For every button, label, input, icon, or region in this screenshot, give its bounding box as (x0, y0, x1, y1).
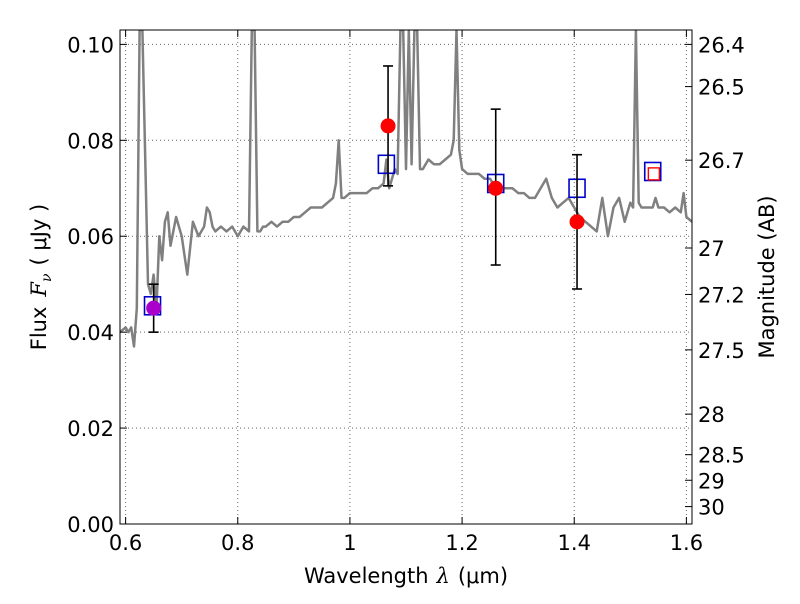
plot-background (120, 30, 692, 524)
plot-frame (119, 29, 693, 525)
y-tick-label: 0.00 (67, 513, 114, 537)
x-tick-label: 0.8 (221, 531, 254, 555)
y-tick-label: 0.08 (67, 129, 114, 153)
observed-flux-point (380, 118, 396, 134)
magnitude-tick-label: 29 (698, 469, 725, 493)
x-axis-label: Wavelength λ (μm) (304, 564, 508, 588)
x-tick-label: 1.6 (670, 531, 703, 555)
observed-flux-point (146, 300, 162, 316)
y-tick-label: 0.04 (67, 321, 114, 345)
magnitude-tick-label: 26.5 (698, 76, 745, 100)
magnitude-tick-label: 28 (698, 403, 725, 427)
markers (143, 65, 662, 333)
magnitude-tick-label: 26.4 (698, 33, 745, 57)
model-band-square (377, 154, 396, 175)
y-tick-label: 0.06 (67, 225, 114, 249)
magnitude-tick-label: 27.2 (698, 283, 745, 307)
magnitude-tick-label: 30 (698, 496, 725, 520)
x-tick-label: 1.2 (445, 531, 478, 555)
magnitude-tick-label: 27.5 (698, 339, 745, 363)
magnitude-tick-label: 28.5 (698, 444, 745, 468)
magnitude-tick-label: 27 (698, 237, 725, 261)
secondary-y-axis-label: Magnitude (AB) (755, 195, 779, 358)
y-axis-label: FluxFν( μJy ) (27, 204, 55, 350)
observed-flux-point (488, 180, 504, 196)
x-tick-label: 1.4 (558, 531, 591, 555)
observed-flux-point (569, 214, 585, 230)
y-tick-label: 0.10 (67, 33, 114, 57)
model-band-square-small (647, 167, 661, 181)
axes: 0.6 0.8 1 1.2 1.4 1.6 0.00 0.02 0.04 0.06 0.08 0.10… (67, 30, 745, 555)
magnitude-tick-label: 26.7 (698, 149, 745, 173)
y-tick-label: 0.02 (67, 417, 114, 441)
x-tick-label: 1 (343, 531, 356, 555)
x-tick-label: 0.6 (109, 531, 142, 555)
